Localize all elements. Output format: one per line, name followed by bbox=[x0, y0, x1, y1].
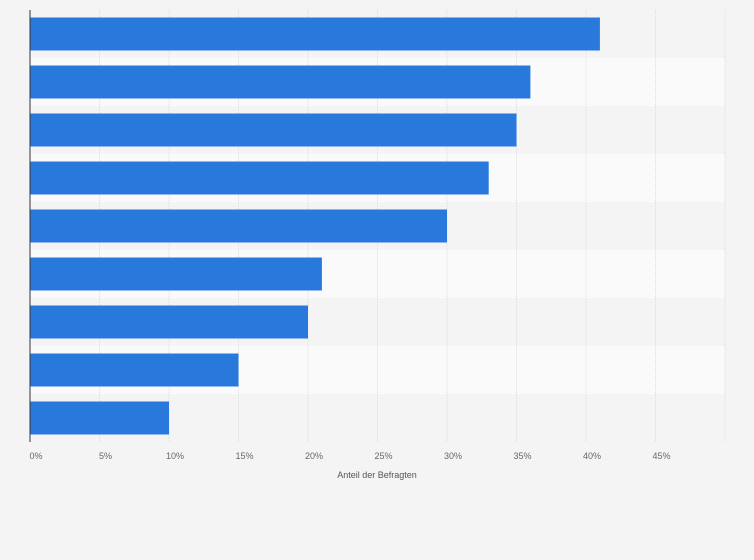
x-tick-label: 35% bbox=[513, 451, 531, 461]
bar[interactable] bbox=[30, 209, 447, 243]
x-tick-label: 25% bbox=[374, 451, 392, 461]
x-tick-label: 15% bbox=[235, 451, 253, 461]
bar[interactable] bbox=[30, 353, 239, 387]
x-tick-label: 40% bbox=[583, 451, 601, 461]
bar[interactable] bbox=[30, 65, 531, 99]
x-tick-label: 30% bbox=[444, 451, 462, 461]
bar[interactable] bbox=[30, 401, 169, 435]
x-tick-label: 5% bbox=[99, 451, 112, 461]
x-tick-label: 45% bbox=[652, 451, 670, 461]
bars bbox=[30, 17, 600, 435]
bar[interactable] bbox=[30, 17, 600, 51]
x-tick-label: 10% bbox=[166, 451, 184, 461]
x-axis-title: Anteil der Befragten bbox=[337, 470, 417, 480]
x-tick-label: 0% bbox=[29, 451, 42, 461]
bar[interactable] bbox=[30, 161, 489, 195]
x-tick-label: 20% bbox=[305, 451, 323, 461]
bar[interactable] bbox=[30, 257, 322, 291]
bar[interactable] bbox=[30, 305, 308, 339]
bar[interactable] bbox=[30, 113, 517, 147]
x-tick-labels: 0% 5% 10% 15% 20% 25% 30% 35% 40% 45% bbox=[29, 451, 670, 461]
